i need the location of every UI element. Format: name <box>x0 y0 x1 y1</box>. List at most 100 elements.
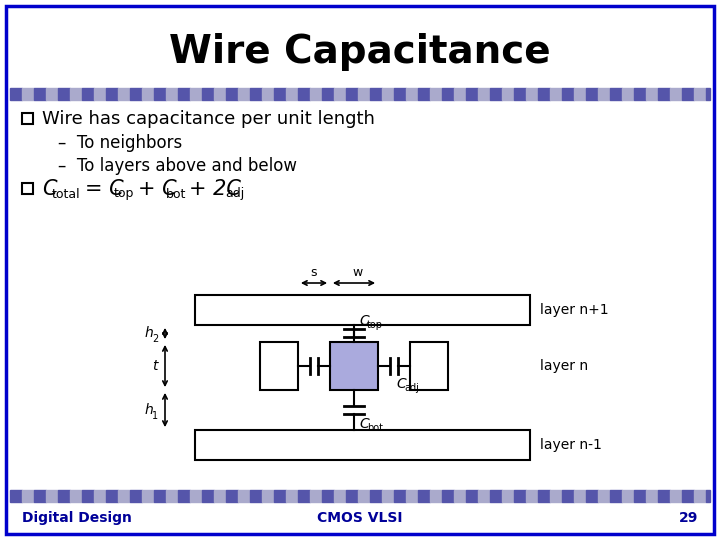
Text: adj: adj <box>225 187 244 200</box>
Bar <box>94 88 106 100</box>
Bar <box>154 490 166 502</box>
Bar <box>382 490 394 502</box>
Bar <box>346 490 358 502</box>
Bar <box>195 430 530 460</box>
Bar <box>514 490 526 502</box>
Bar <box>562 490 574 502</box>
Bar <box>442 88 454 100</box>
Bar <box>142 88 154 100</box>
Bar <box>538 88 550 100</box>
Bar <box>538 490 550 502</box>
Bar <box>634 490 646 502</box>
Bar <box>262 88 274 100</box>
Bar <box>34 88 46 100</box>
Bar <box>274 490 286 502</box>
Bar <box>22 490 34 502</box>
Bar <box>394 490 406 502</box>
Bar <box>22 113 33 124</box>
Bar <box>358 490 370 502</box>
Bar <box>250 490 262 502</box>
Bar <box>310 88 322 100</box>
Bar <box>430 88 442 100</box>
Bar <box>130 490 142 502</box>
Bar <box>466 88 478 100</box>
Bar <box>586 490 598 502</box>
Bar <box>598 490 610 502</box>
Bar <box>298 490 310 502</box>
Bar <box>154 88 166 100</box>
Text: Wire has capacitance per unit length: Wire has capacitance per unit length <box>42 110 375 128</box>
Bar <box>706 88 710 100</box>
Bar <box>502 490 514 502</box>
Bar <box>238 88 250 100</box>
Bar <box>682 88 694 100</box>
Bar <box>274 88 286 100</box>
Bar <box>250 88 262 100</box>
Bar <box>706 490 710 502</box>
Bar <box>46 490 58 502</box>
Bar <box>610 490 622 502</box>
Bar <box>334 490 346 502</box>
Bar <box>322 88 334 100</box>
Bar <box>202 490 214 502</box>
Bar <box>478 490 490 502</box>
Bar <box>514 88 526 100</box>
Bar <box>226 88 238 100</box>
Bar <box>574 88 586 100</box>
Bar <box>418 88 430 100</box>
Bar <box>118 88 130 100</box>
Bar <box>358 88 370 100</box>
Bar <box>430 490 442 502</box>
Bar <box>478 88 490 100</box>
Text: 2: 2 <box>152 334 158 344</box>
Bar <box>70 490 82 502</box>
Bar <box>322 490 334 502</box>
Text: C: C <box>359 417 369 431</box>
Text: C: C <box>42 179 57 199</box>
Bar <box>610 88 622 100</box>
Bar <box>118 490 130 502</box>
Bar <box>646 88 658 100</box>
Bar <box>562 88 574 100</box>
Bar <box>526 490 538 502</box>
Bar <box>226 490 238 502</box>
Bar <box>10 490 22 502</box>
Bar <box>190 88 202 100</box>
Bar <box>502 88 514 100</box>
Bar <box>394 88 406 100</box>
Text: layer n+1: layer n+1 <box>540 303 608 317</box>
Bar <box>406 88 418 100</box>
Bar <box>490 88 502 100</box>
Bar <box>58 88 70 100</box>
Bar <box>586 88 598 100</box>
Bar <box>454 490 466 502</box>
Text: Wire Capacitance: Wire Capacitance <box>169 33 551 71</box>
Text: adj: adj <box>404 383 419 393</box>
Bar <box>670 88 682 100</box>
Bar <box>202 88 214 100</box>
Text: 29: 29 <box>679 511 698 525</box>
Bar <box>490 490 502 502</box>
Text: layer n: layer n <box>540 359 588 373</box>
Bar <box>106 88 118 100</box>
Bar <box>346 88 358 100</box>
Text: CMOS VLSI: CMOS VLSI <box>318 511 402 525</box>
Bar <box>22 88 34 100</box>
Bar <box>574 490 586 502</box>
Bar <box>10 88 22 100</box>
Bar <box>694 88 706 100</box>
Bar <box>442 490 454 502</box>
Bar <box>214 88 226 100</box>
Text: 1: 1 <box>152 411 158 421</box>
Bar <box>526 88 538 100</box>
Bar <box>550 490 562 502</box>
Text: h: h <box>145 326 153 340</box>
Text: h: h <box>145 403 153 417</box>
Bar <box>286 88 298 100</box>
Bar <box>214 490 226 502</box>
Bar <box>410 342 448 390</box>
Bar <box>334 88 346 100</box>
Bar <box>598 88 610 100</box>
Bar <box>382 88 394 100</box>
Bar <box>46 88 58 100</box>
